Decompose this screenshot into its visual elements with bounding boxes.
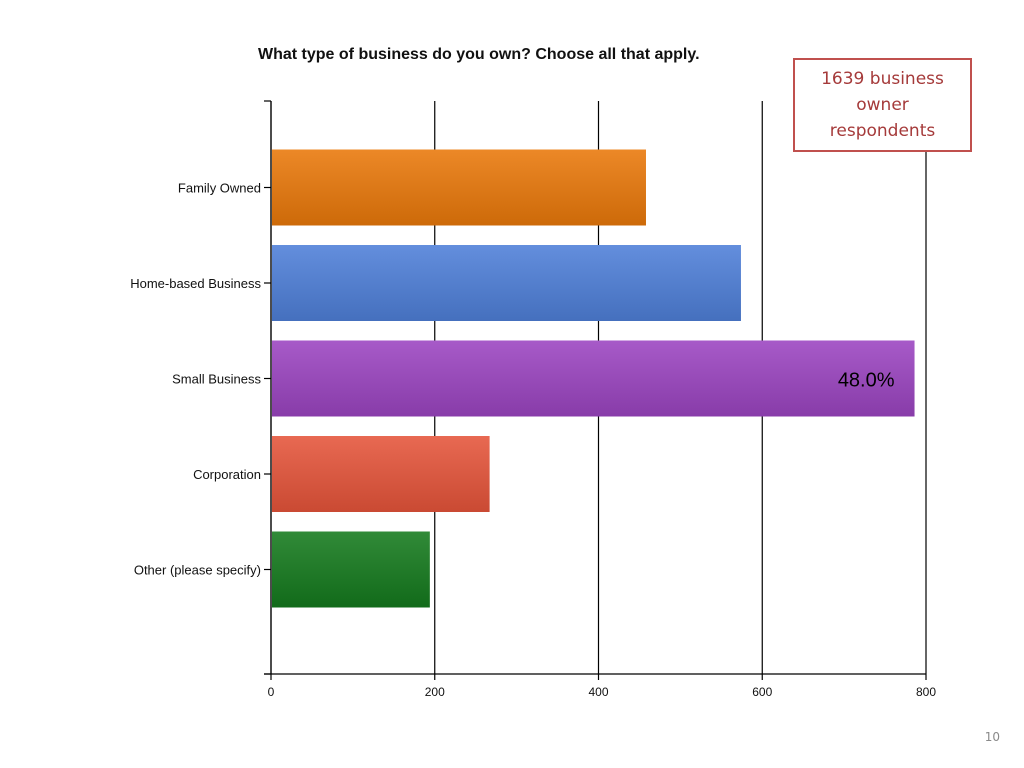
chart-title: What type of business do you own? Choose… bbox=[258, 46, 700, 63]
x-tick-label: 600 bbox=[752, 685, 772, 699]
label-layer: 0 200 400 600 800 Family Owned Home-based Busi… bbox=[130, 181, 936, 700]
bar-other-please-specify bbox=[272, 531, 430, 608]
bar-small-business bbox=[272, 340, 915, 417]
slide-number: 10 bbox=[984, 730, 1000, 744]
category-label-corporation: Corporation bbox=[193, 467, 261, 482]
x-tick-label: 0 bbox=[268, 685, 275, 699]
category-label-other-please-specify: Other (please specify) bbox=[134, 563, 261, 578]
x-tick-label: 200 bbox=[425, 685, 445, 699]
category-label-family-owned: Family Owned bbox=[178, 181, 261, 196]
bar-family-owned bbox=[272, 149, 646, 226]
category-label-small-business: Small Business bbox=[172, 372, 261, 387]
respondents-callout: 1639 business owner respondents bbox=[793, 58, 972, 152]
bar-home-based-business bbox=[272, 245, 741, 321]
x-tick-label: 400 bbox=[588, 685, 608, 699]
bar-corporation bbox=[272, 436, 490, 512]
callout-line-1: 1639 business bbox=[821, 69, 944, 89]
bar-layer bbox=[272, 149, 915, 608]
callout-line-2: owner bbox=[856, 95, 909, 115]
axis-layer bbox=[264, 100, 927, 680]
category-label-home-based-business: Home-based Business bbox=[130, 276, 261, 291]
x-tick-label: 800 bbox=[916, 685, 936, 699]
bar-annotation: 48.0% bbox=[838, 370, 895, 392]
callout-line-3: respondents bbox=[829, 121, 936, 141]
